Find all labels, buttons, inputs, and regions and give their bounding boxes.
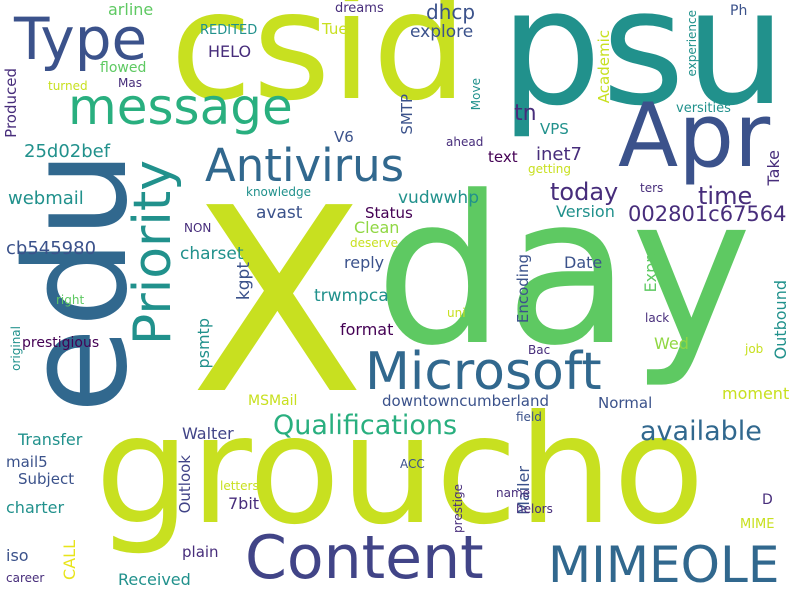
- word-Date: Date: [564, 253, 603, 272]
- word-letters: letters: [220, 479, 259, 493]
- word-cb545980: cb545980: [6, 238, 97, 259]
- word-V6: V6: [334, 128, 354, 146]
- word-Version: Version: [556, 202, 615, 221]
- word-VPS: VPS: [540, 120, 569, 138]
- word-arline: arline: [108, 0, 154, 19]
- word-time: time: [698, 182, 753, 210]
- word-25d02bef: 25d02bef: [24, 141, 111, 162]
- word-MIMEOLE: MIMEOLE: [548, 536, 780, 594]
- word-ACC: ACC: [400, 457, 425, 471]
- word-tn: tn: [514, 101, 537, 126]
- word-avast: avast: [256, 203, 303, 223]
- word-today: today: [550, 178, 619, 206]
- word-field: field: [516, 410, 542, 424]
- word-reply: reply: [344, 253, 385, 272]
- word-Status: Status: [365, 204, 413, 222]
- word-kgpt: kgpt: [234, 262, 254, 301]
- word-dreams: dreams: [335, 1, 384, 16]
- word-Bac: Bac: [528, 343, 551, 357]
- word-MSMail: MSMail: [248, 393, 298, 409]
- word-REDITED: REDITED: [200, 23, 258, 38]
- word-charter: charter: [6, 498, 65, 517]
- word-format: format: [340, 320, 394, 339]
- word-experience: experience: [685, 10, 699, 77]
- word-Produced: Produced: [2, 68, 20, 138]
- word-lack: lack: [645, 311, 670, 325]
- word-MIME: MIME: [740, 517, 775, 532]
- word-Received: Received: [118, 570, 191, 589]
- word-Content: Content: [245, 523, 484, 593]
- word-SMTP: SMTP: [398, 94, 416, 135]
- word-Qualifications: Qualifications: [273, 410, 458, 441]
- word-getting: getting: [528, 162, 571, 176]
- word-Wed: Wed: [654, 334, 689, 353]
- word-uni: uni: [447, 306, 466, 320]
- word-dhcp: dhcp: [426, 0, 476, 24]
- word-plain: plain: [182, 543, 219, 561]
- word-explore: explore: [410, 22, 474, 42]
- word-prestige: prestige: [451, 484, 465, 533]
- word-job: job: [745, 342, 764, 356]
- word-turned: turned: [48, 79, 88, 93]
- word-versities: versities: [676, 101, 731, 116]
- word-Express: Express: [641, 230, 660, 293]
- word-Type: Type: [14, 5, 148, 73]
- word-Encoding: Encoding: [514, 254, 532, 324]
- word-Ph: Ph: [730, 3, 748, 19]
- word-original: original: [9, 326, 23, 371]
- word-downtowncumberland: downtowncumberland: [382, 392, 549, 410]
- word-psmtp: psmtp: [194, 318, 213, 369]
- word-inet7: inet7: [536, 144, 582, 165]
- word-groucho: groucho: [95, 384, 705, 558]
- word-Walter: Walter: [182, 424, 234, 443]
- word-ters: ters: [640, 181, 664, 195]
- word-psu: psu: [500, 0, 787, 141]
- word-helors: helors: [516, 502, 553, 516]
- word-ahead: ahead: [446, 135, 484, 149]
- word-Mas: Mas: [118, 76, 142, 90]
- word-prestigious: prestigious: [22, 335, 100, 351]
- word-NON: NON: [184, 221, 212, 235]
- word-Normal: Normal: [598, 394, 653, 412]
- word-message: message: [68, 78, 293, 136]
- word-deserve: deserve: [350, 236, 399, 250]
- word-Antivirus: Antivirus: [205, 139, 405, 192]
- word-CALL: CALL: [60, 540, 79, 580]
- word-Outlook: Outlook: [176, 455, 194, 514]
- word-Microsoft: Microsoft: [365, 342, 602, 402]
- word-vudwwhp: vudwwhp: [398, 188, 479, 208]
- word-Clean: Clean: [354, 218, 400, 237]
- word-D: D: [762, 492, 773, 508]
- word-Priority: Priority: [123, 160, 183, 346]
- word-Subject: Subject: [18, 470, 75, 488]
- word-Move: Move: [469, 78, 483, 111]
- word-X: X: [190, 154, 365, 451]
- word-002801c67564: 002801c67564: [628, 202, 787, 226]
- word-charset: charset: [180, 244, 244, 264]
- word-mail5: mail5: [6, 453, 48, 471]
- word-Academic: Academic: [595, 30, 613, 104]
- word-name: name: [496, 486, 531, 500]
- word-HELO: HELO: [208, 42, 252, 61]
- word-Apr: Apr: [618, 84, 771, 187]
- word-Tue: Tue: [322, 20, 348, 38]
- word-knowledge: knowledge: [246, 185, 312, 199]
- word-7bit: 7bit: [228, 494, 260, 513]
- word-Transfer: Transfer: [18, 430, 83, 449]
- word-Outbound: Outbound: [771, 280, 790, 360]
- word-career: career: [6, 571, 45, 585]
- word-csid: csid: [170, 0, 468, 134]
- word-right: right: [56, 293, 85, 307]
- word-moment: moment: [722, 384, 790, 403]
- word-flowed: flowed: [100, 60, 147, 76]
- word-trwmpca: trwmpca: [314, 286, 389, 306]
- word-Take: Take: [764, 150, 783, 186]
- word-available: available: [640, 416, 762, 447]
- word-day: day: [375, 153, 753, 391]
- word-iso: iso: [6, 546, 29, 565]
- word-webmail: webmail: [8, 188, 84, 209]
- word-text: text: [488, 148, 518, 166]
